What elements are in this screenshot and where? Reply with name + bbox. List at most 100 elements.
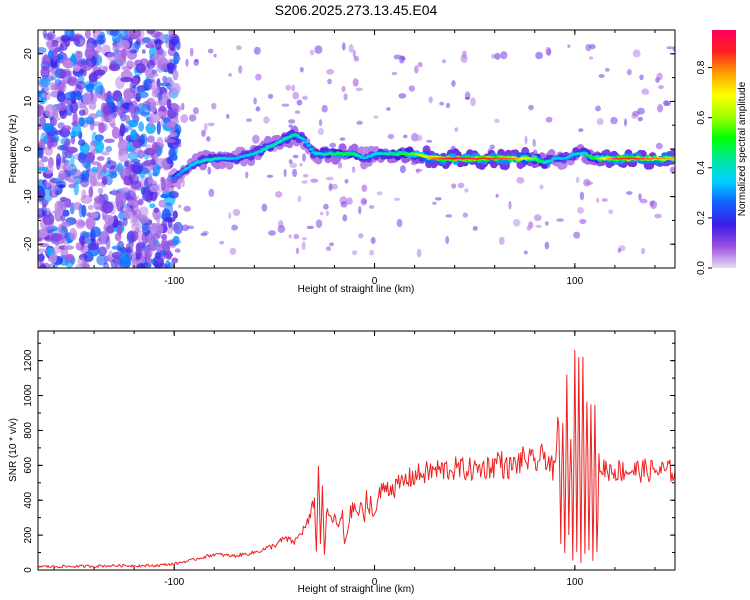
- spectrogram-cell: [129, 30, 141, 40]
- spectrogram-cell: [129, 49, 137, 54]
- spectrogram-cell: [585, 181, 594, 186]
- spectrogram-cell: [146, 59, 156, 69]
- snr-y-ticks: 0 200 400 600 800 1000 1200: [23, 342, 675, 573]
- spectrogram-cell: [294, 110, 301, 114]
- spectrogram-cell: [50, 43, 60, 53]
- spectrogram-cell: [152, 233, 159, 246]
- spectrogram-cell: [138, 206, 149, 218]
- spectrogram-cell: [131, 223, 143, 231]
- spectrogram-cell: [326, 69, 335, 75]
- spectrogram-cell: [94, 195, 106, 205]
- spectrogram-cell: [106, 51, 119, 62]
- spectrogram-cell: [136, 241, 146, 249]
- y-tick-label: 200: [23, 526, 34, 543]
- spectrogram-cell: [156, 121, 161, 135]
- spectrogram-cell: [160, 176, 166, 191]
- spectrogram-cell: [105, 225, 115, 234]
- spectrogram-cell: [126, 231, 135, 244]
- spectrogram-cell: [111, 90, 122, 102]
- spectrogram-cell: [172, 69, 179, 81]
- spectrogram-cell: [491, 53, 496, 59]
- spectrogram-cell: [352, 78, 359, 87]
- spectrogram-cell: [177, 204, 182, 208]
- spectrogram-ridge-cell: [532, 157, 538, 160]
- spectrogram-cell: [533, 214, 542, 222]
- spectrogram-cell: [204, 123, 208, 131]
- spectrogram-cell: [94, 134, 104, 142]
- spectrogram-cell: [132, 204, 140, 213]
- spectrogram-cell: [102, 105, 112, 116]
- spectrogram-cell: [669, 166, 675, 174]
- snr-x-label: Height of straight line (km): [298, 584, 415, 595]
- spectrogram-cell: [535, 51, 543, 60]
- spectrogram-cell: [356, 120, 363, 125]
- spectrogram-cell: [152, 85, 161, 95]
- spectrogram-cell: [147, 40, 154, 49]
- spectrogram-cell: [106, 95, 115, 108]
- spectrogram-cell: [655, 142, 663, 150]
- spectrogram-cell: [494, 52, 501, 60]
- spectrogram-cell: [325, 176, 334, 181]
- spectrogram-cell: [351, 166, 356, 174]
- spectrogram-cell: [158, 199, 166, 208]
- spectrogram-cell: [138, 111, 150, 116]
- spectrogram-cell: [439, 101, 445, 106]
- spectrogram-cell: [663, 100, 672, 106]
- spectrogram-cell: [295, 247, 300, 255]
- spectrogram-cell: [54, 79, 62, 86]
- spectrogram-cell: [85, 43, 97, 50]
- spectrogram-ridge-cell: [369, 154, 374, 157]
- snr-y-label: SNR (10 * v/v): [8, 418, 19, 482]
- spectrogram-cell: [131, 251, 137, 261]
- spectrogram-cell: [373, 115, 379, 119]
- spectrogram-cell: [315, 219, 323, 229]
- spectrogram-cell: [164, 138, 176, 144]
- spectrogram-cell: [595, 105, 601, 112]
- spectrogram-cell: [145, 144, 152, 150]
- spectrogram-cell: [133, 140, 140, 149]
- spectrogram-cell: [128, 119, 139, 128]
- spectrogram-cell: [285, 84, 292, 91]
- y-tick-label: 1200: [23, 349, 34, 372]
- spectrogram-cell: [567, 44, 571, 48]
- spectrogram-cell: [416, 248, 422, 258]
- spectrogram-cell: [183, 205, 191, 212]
- spectrogram-cell: [116, 106, 122, 116]
- spectrogram-ridge-cell: [294, 134, 300, 137]
- spectrogram-cell: [640, 198, 648, 204]
- spectrogram-cell: [158, 111, 164, 117]
- spectrogram-cell: [445, 102, 451, 109]
- x-tick-label: 0: [372, 577, 378, 588]
- spectrogram-cell: [162, 75, 168, 83]
- spectrogram-cell: [67, 76, 78, 87]
- spectrogram-cell: [238, 65, 243, 74]
- spectrogram-cell: [171, 257, 179, 264]
- spectrogram-cell: [344, 179, 349, 184]
- spectrogram-cell: [278, 220, 284, 229]
- spectrogram-cell: [58, 224, 63, 233]
- spectrogram-ridge-cell: [671, 157, 675, 160]
- spectrogram-cell: [76, 39, 81, 45]
- spectrogram-cell: [165, 121, 175, 128]
- spectrogram-cell: [153, 223, 164, 235]
- spectrogram-cell: [139, 134, 145, 145]
- spectrogram-ridge: [170, 125, 675, 188]
- spectrogram-cell: [62, 143, 70, 151]
- spectrogram-cell: [370, 236, 376, 245]
- spectrogram-ridge-cell: [308, 148, 314, 151]
- spectrogram-cell: [78, 139, 86, 147]
- spectrogram-cell: [80, 173, 86, 182]
- spectrogram-cell: [255, 73, 262, 81]
- spectrogram-cell: [545, 46, 552, 56]
- spectrogram-cell: [201, 129, 206, 137]
- spectrogram-y-label: Frequency (Hz): [8, 115, 19, 184]
- spectrogram-cell: [194, 58, 199, 63]
- spectrogram-cell: [104, 214, 115, 226]
- colorbar: 0.0 0.2 0.4 0.6 0.8 Normalized spectral ampl…: [696, 30, 748, 275]
- spectrogram-cell: [301, 180, 308, 184]
- spectrogram-cell: [38, 166, 49, 172]
- spectrogram-cell: [40, 76, 51, 88]
- spectrogram-ridge-cell: [179, 171, 184, 174]
- spectrogram-cell: [598, 74, 605, 78]
- spectrogram-cell: [228, 73, 232, 77]
